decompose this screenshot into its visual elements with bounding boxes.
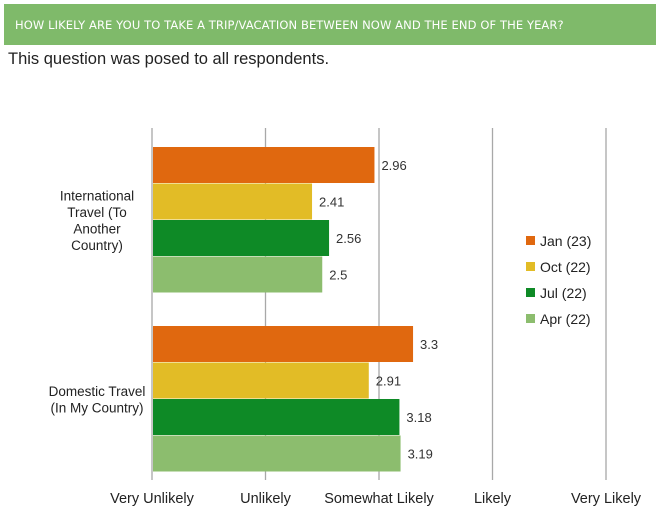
category-label-2-line-1: Domestic Travel: [49, 384, 146, 399]
legend-label-3: Jul (22): [540, 285, 587, 301]
category-label-1-line-2: Travel (To: [67, 205, 127, 220]
legend-label-1: Jan (23): [540, 233, 591, 249]
legend-label-2: Oct (22): [540, 259, 591, 275]
category-label-1-line-3: Another: [73, 221, 121, 236]
data-label-1-3: 2.56: [336, 231, 361, 246]
category-label-1-line-1: International: [60, 188, 134, 203]
data-label-2-3: 3.18: [406, 410, 431, 425]
bar-1-1: [153, 147, 375, 183]
question-banner: HOW LIKELY ARE YOU TO TAKE A TRIP/VACATI…: [4, 4, 656, 45]
bar-2-1: [153, 326, 414, 362]
bar-2-2: [153, 362, 369, 399]
question-title: HOW LIKELY ARE YOU TO TAKE A TRIP/VACATI…: [15, 17, 564, 32]
legend-swatch-1: [526, 236, 535, 245]
legend-swatch-4: [526, 314, 535, 323]
bar-1-3: [153, 220, 330, 256]
data-label-1-2: 2.41: [319, 194, 344, 209]
x-tick-label-2: Unlikely: [240, 491, 292, 507]
data-label-2-4: 3.19: [408, 446, 433, 461]
data-label-2-2: 2.91: [376, 373, 401, 388]
bar-1-4: [153, 256, 323, 293]
data-label-1-4: 2.5: [329, 267, 347, 282]
x-tick-label-4: Likely: [474, 491, 512, 507]
x-tick-label-3: Somewhat Likely: [324, 491, 434, 507]
bar-2-4: [153, 435, 401, 472]
x-tick-label-5: Very Likely: [571, 491, 642, 507]
legend-swatch-2: [526, 262, 535, 271]
data-label-2-1: 3.3: [420, 337, 438, 352]
category-label-2-line-2: (In My Country): [50, 400, 143, 415]
bar-1-2: [153, 183, 313, 220]
x-tick-label-1: Very Unlikely: [110, 491, 195, 507]
bar-2-3: [153, 399, 400, 435]
legend-swatch-3: [526, 288, 535, 297]
page-subtitle: This question was posed to all responden…: [8, 50, 330, 68]
legend-label-4: Apr (22): [540, 311, 591, 327]
data-label-1-1: 2.96: [381, 158, 406, 173]
category-label-1-line-4: Country): [71, 238, 123, 253]
